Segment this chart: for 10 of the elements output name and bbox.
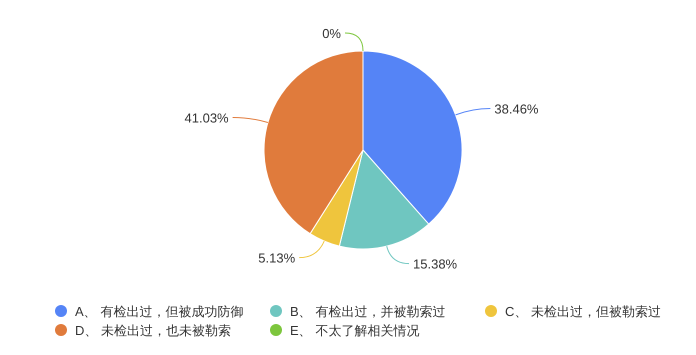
data-label: 15.38%	[413, 256, 458, 272]
data-label: 38.46%	[494, 102, 539, 117]
data-label: 41.03%	[184, 110, 230, 126]
legend-item: E、 不太了解相关情况	[270, 323, 420, 338]
legend-item: D、 未检出过，也未被勒索	[55, 323, 231, 338]
text: 0%	[322, 26, 341, 41]
legend-item: B、 有检出过，并被勒索过	[270, 304, 446, 319]
legend-item: C、 未检出过，但被勒索过	[485, 304, 661, 319]
legend-item: A、 有检出过，但被成功防御	[55, 304, 244, 319]
data-label: 5.13%	[258, 250, 296, 266]
